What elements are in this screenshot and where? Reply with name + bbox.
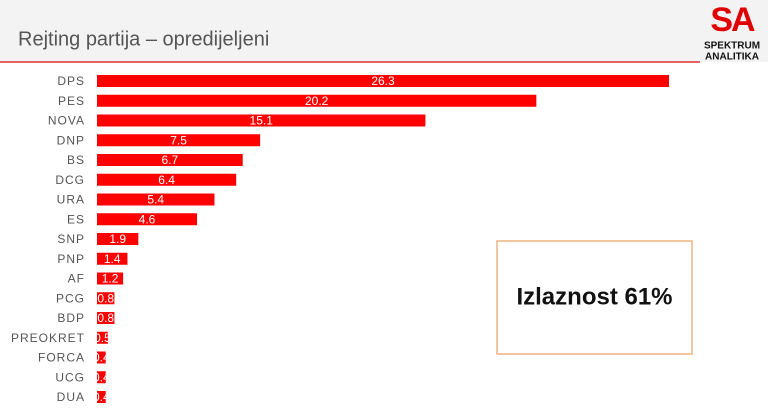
category-label: UCG xyxy=(55,370,85,384)
chart-title: Rejting partija – opredijeljeni xyxy=(18,28,269,50)
annotation-box xyxy=(496,240,693,355)
logo-mark: SA xyxy=(710,1,755,39)
category-label: BS xyxy=(67,153,85,167)
category-label: DNP xyxy=(57,133,85,147)
bar xyxy=(97,94,537,107)
bar xyxy=(97,312,115,324)
logo-line: SPEKTRUM xyxy=(704,41,760,52)
value-label: 0.8 xyxy=(97,291,114,305)
value-label: 0.4 xyxy=(93,370,110,384)
value-label: 1.9 xyxy=(109,232,126,246)
category-label: ES xyxy=(67,212,85,226)
category-label: URA xyxy=(57,193,85,207)
value-label: 6.4 xyxy=(158,173,175,187)
category-label: PREOKRET xyxy=(11,331,85,345)
category-label: PES xyxy=(58,94,85,108)
bar xyxy=(97,114,426,127)
category-label: SNP xyxy=(57,232,85,246)
value-label: 26.3 xyxy=(371,74,395,88)
header-band xyxy=(0,0,768,62)
category-label: AF xyxy=(68,272,85,286)
category-label: NOVA xyxy=(48,114,85,128)
value-label: 1.2 xyxy=(102,272,119,286)
bar xyxy=(97,371,106,384)
value-label: 7.5 xyxy=(170,133,187,147)
value-label: 4.6 xyxy=(139,212,156,226)
bar xyxy=(97,193,215,206)
category-label: BDP xyxy=(57,311,85,325)
bar xyxy=(97,154,243,166)
value-label: 15.1 xyxy=(250,114,274,128)
category-label: DUA xyxy=(57,390,85,404)
value-label: 5.4 xyxy=(147,193,164,207)
bar xyxy=(97,391,106,403)
bar xyxy=(97,233,139,245)
value-label: 0.4 xyxy=(93,390,110,404)
bar xyxy=(97,331,108,344)
bar xyxy=(97,134,261,147)
logo-line: ANALITIKA xyxy=(705,52,759,63)
value-label: 6.7 xyxy=(162,153,179,167)
value-label: 0.5 xyxy=(94,331,111,345)
bar xyxy=(97,292,115,305)
bar xyxy=(97,252,128,265)
bar xyxy=(97,272,124,285)
category-label: PNP xyxy=(57,252,85,266)
annotation: Izlaznost 61% xyxy=(516,283,672,310)
value-label: 1.4 xyxy=(104,252,121,266)
category-label: FORCA xyxy=(38,351,85,365)
category-label: DCG xyxy=(55,173,85,187)
bar xyxy=(97,351,106,364)
bar xyxy=(97,213,198,226)
category-label: DPS xyxy=(57,74,85,88)
category-label: PCG xyxy=(56,291,85,305)
bar xyxy=(97,75,669,87)
value-label: 20.2 xyxy=(305,94,329,108)
value-label: 0.4 xyxy=(93,351,110,365)
bar xyxy=(97,173,237,186)
value-label: 0.8 xyxy=(97,311,114,325)
